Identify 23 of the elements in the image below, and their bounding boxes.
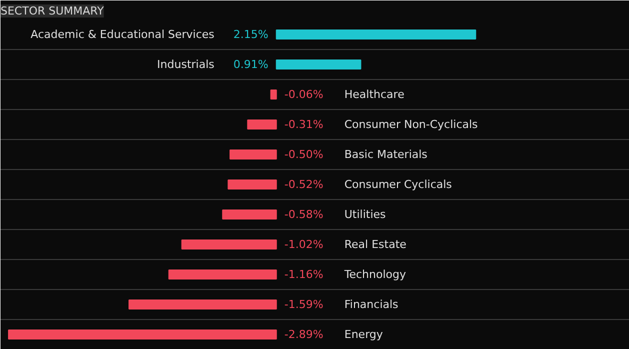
y-tick-label: Utilities [344,208,386,221]
y-tick-label: Healthcare [344,88,405,101]
y-tick-label: Consumer Non-Cyclicals [344,118,478,131]
y-tick-label: Consumer Cyclicals [344,178,452,191]
y-tick-label: Technology [343,268,406,281]
y-tick-label: Financials [344,298,399,311]
data-label: -1.02% [284,238,324,251]
y-tick-label: Basic Materials [344,148,428,161]
data-label: -0.31% [284,118,324,131]
y-tick-label: Real Estate [344,238,407,251]
data-label: -0.58% [284,208,324,221]
data-label: -1.16% [284,268,324,281]
data-label: -1.59% [284,298,324,311]
data-label: -0.52% [284,178,324,191]
chart-title: SECTOR SUMMARY [0,4,104,18]
y-tick-label: Academic & Educational Services [30,28,215,41]
data-label: -0.50% [284,148,324,161]
data-label: -0.06% [284,88,324,101]
data-label: -2.89% [284,328,324,341]
y-tick-label: Industrials [157,58,215,71]
data-label: 0.91% [233,58,268,71]
y-tick-label: Energy [344,328,384,341]
data-label: 2.15% [233,28,268,41]
